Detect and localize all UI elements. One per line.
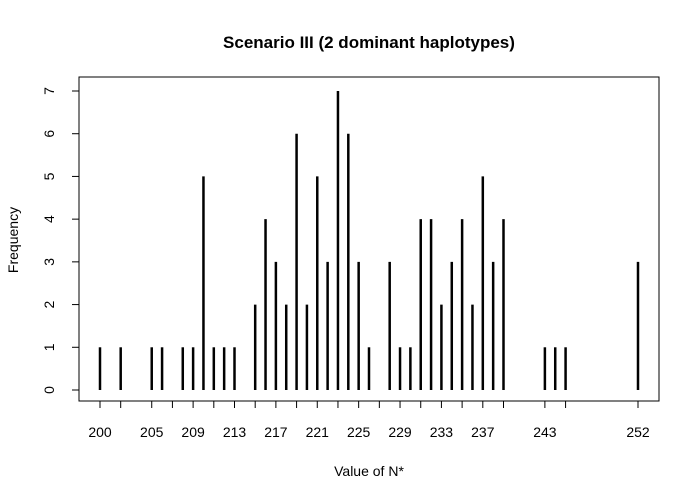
- y-tick-label-5: 5: [41, 172, 57, 180]
- y-tick-label-4: 4: [41, 215, 57, 223]
- x-tick-label-237: 237: [471, 424, 495, 440]
- x-tick-label-233: 233: [430, 424, 454, 440]
- x-tick-label-225: 225: [347, 424, 371, 440]
- x-axis-label: Value of N*: [334, 463, 404, 479]
- x-tick-label-252: 252: [626, 424, 650, 440]
- spike-series: [98, 91, 640, 390]
- chart-title: Scenario III (2 dominant haplotypes): [223, 33, 515, 52]
- x-tick-label-221: 221: [306, 424, 330, 440]
- x-tick-label-205: 205: [140, 424, 164, 440]
- y-axis: 0 1 2 3 4 5 6 7: [41, 87, 80, 394]
- x-tick-label-243: 243: [533, 424, 557, 440]
- y-tick-label-2: 2: [41, 300, 57, 308]
- y-tick-label-3: 3: [41, 258, 57, 266]
- x-tick-label-213: 213: [223, 424, 247, 440]
- y-tick-label-6: 6: [41, 130, 57, 138]
- y-tick-label-0: 0: [41, 386, 57, 394]
- x-tick-label-200: 200: [88, 424, 112, 440]
- y-tick-label-7: 7: [41, 87, 57, 95]
- x-axis: 200 205 209 213 217 221 225 229 233 237 243 252: [88, 400, 650, 440]
- y-axis-label: Frequency: [5, 207, 21, 273]
- x-tick-label-209: 209: [181, 424, 205, 440]
- x-tick-label-229: 229: [388, 424, 412, 440]
- y-tick-label-1: 1: [41, 343, 57, 351]
- x-tick-label-217: 217: [264, 424, 288, 440]
